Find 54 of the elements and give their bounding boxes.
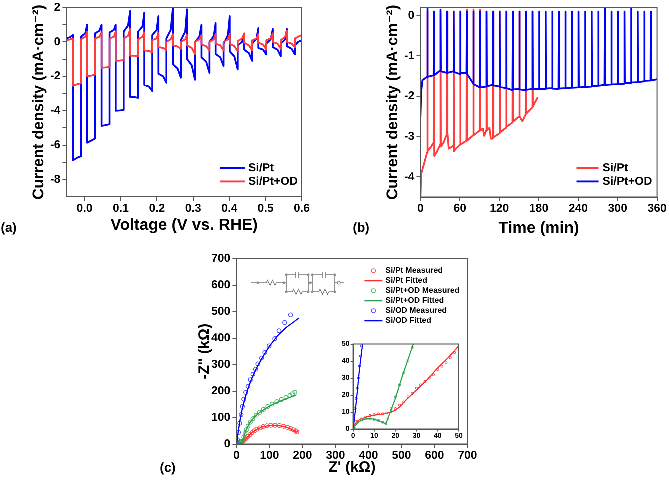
- legend-label: Si/Pt+OD Fitted: [386, 296, 444, 306]
- legend-label: Si/Pt: [602, 162, 629, 174]
- y-tick-label: 0: [54, 36, 61, 48]
- y-tick-label: 400: [212, 332, 231, 345]
- y-tick-label: 200: [212, 386, 231, 398]
- legend-label: Si/Pt Measured: [386, 266, 444, 276]
- y-tick-label: 500: [212, 306, 231, 318]
- y-tick-label: -8: [50, 174, 62, 186]
- x-tick-label: 0.5: [258, 202, 274, 215]
- x-tick-label: 300: [608, 203, 628, 216]
- legend-label: Si/OD Fitted: [386, 316, 432, 326]
- y-axis-title: Current density (mA·cm⁻²): [30, 4, 48, 200]
- x-tick-label: 0.2: [149, 202, 166, 215]
- legend-label: Si/OD Measured: [386, 306, 448, 316]
- y-tick-label: -4: [50, 105, 62, 118]
- x-tick-label: 0.4: [222, 202, 238, 215]
- x-tick-label: 0: [233, 450, 240, 462]
- y-tick-label: -1: [404, 50, 416, 62]
- x-tick-label: 0.0: [76, 202, 93, 215]
- x-tick-label: 0: [417, 203, 424, 216]
- legend-label: Si/Pt: [248, 162, 274, 174]
- x-tick-label: 240: [568, 203, 588, 216]
- legend-label: Si/Pt+OD: [602, 176, 652, 188]
- legend-label: Si/Pt Fitted: [386, 276, 428, 286]
- legend-label: Si/Pt+OD Measured: [386, 286, 460, 296]
- text: (a): [1, 220, 17, 235]
- legend-label: Si/Pt+OD: [248, 176, 298, 188]
- y-tick-label: 0: [408, 10, 415, 22]
- y-tick-label: 2: [54, 2, 61, 14]
- y-tick-label: -4: [404, 171, 416, 184]
- y-tick-label: 300: [212, 359, 231, 372]
- x-tick-label: 600: [425, 450, 444, 462]
- y-tick-label: 700: [212, 253, 231, 266]
- text: (c): [160, 460, 176, 475]
- x-tick-label: 200: [293, 450, 312, 462]
- y-axis-title: Current density (mA·cm⁻²): [384, 4, 402, 200]
- y-tick-label: 100: [212, 412, 231, 424]
- x-tick-label: 0.3: [185, 202, 202, 215]
- x-tick-label: 360: [648, 203, 667, 216]
- x-tick-label: 60: [454, 203, 467, 216]
- y-tick-label: -2: [404, 90, 415, 103]
- x-axis-title: Voltage (V vs. RHE): [110, 216, 258, 234]
- y-tick-label: 600: [212, 280, 231, 292]
- x-tick-label: 700: [458, 450, 478, 462]
- x-tick-label: 0.6: [294, 202, 310, 215]
- y-tick-label: -2: [50, 70, 61, 83]
- x-tick-label: 180: [529, 203, 549, 216]
- text: (b): [353, 220, 370, 235]
- x-tick-label: 0.1: [113, 202, 130, 215]
- y-tick-label: -6: [50, 140, 61, 152]
- x-tick-label: 120: [490, 203, 510, 216]
- x-tick-label: 100: [260, 450, 280, 462]
- y-tick-label: -3: [404, 130, 415, 143]
- x-axis-title: Time (min): [498, 220, 580, 237]
